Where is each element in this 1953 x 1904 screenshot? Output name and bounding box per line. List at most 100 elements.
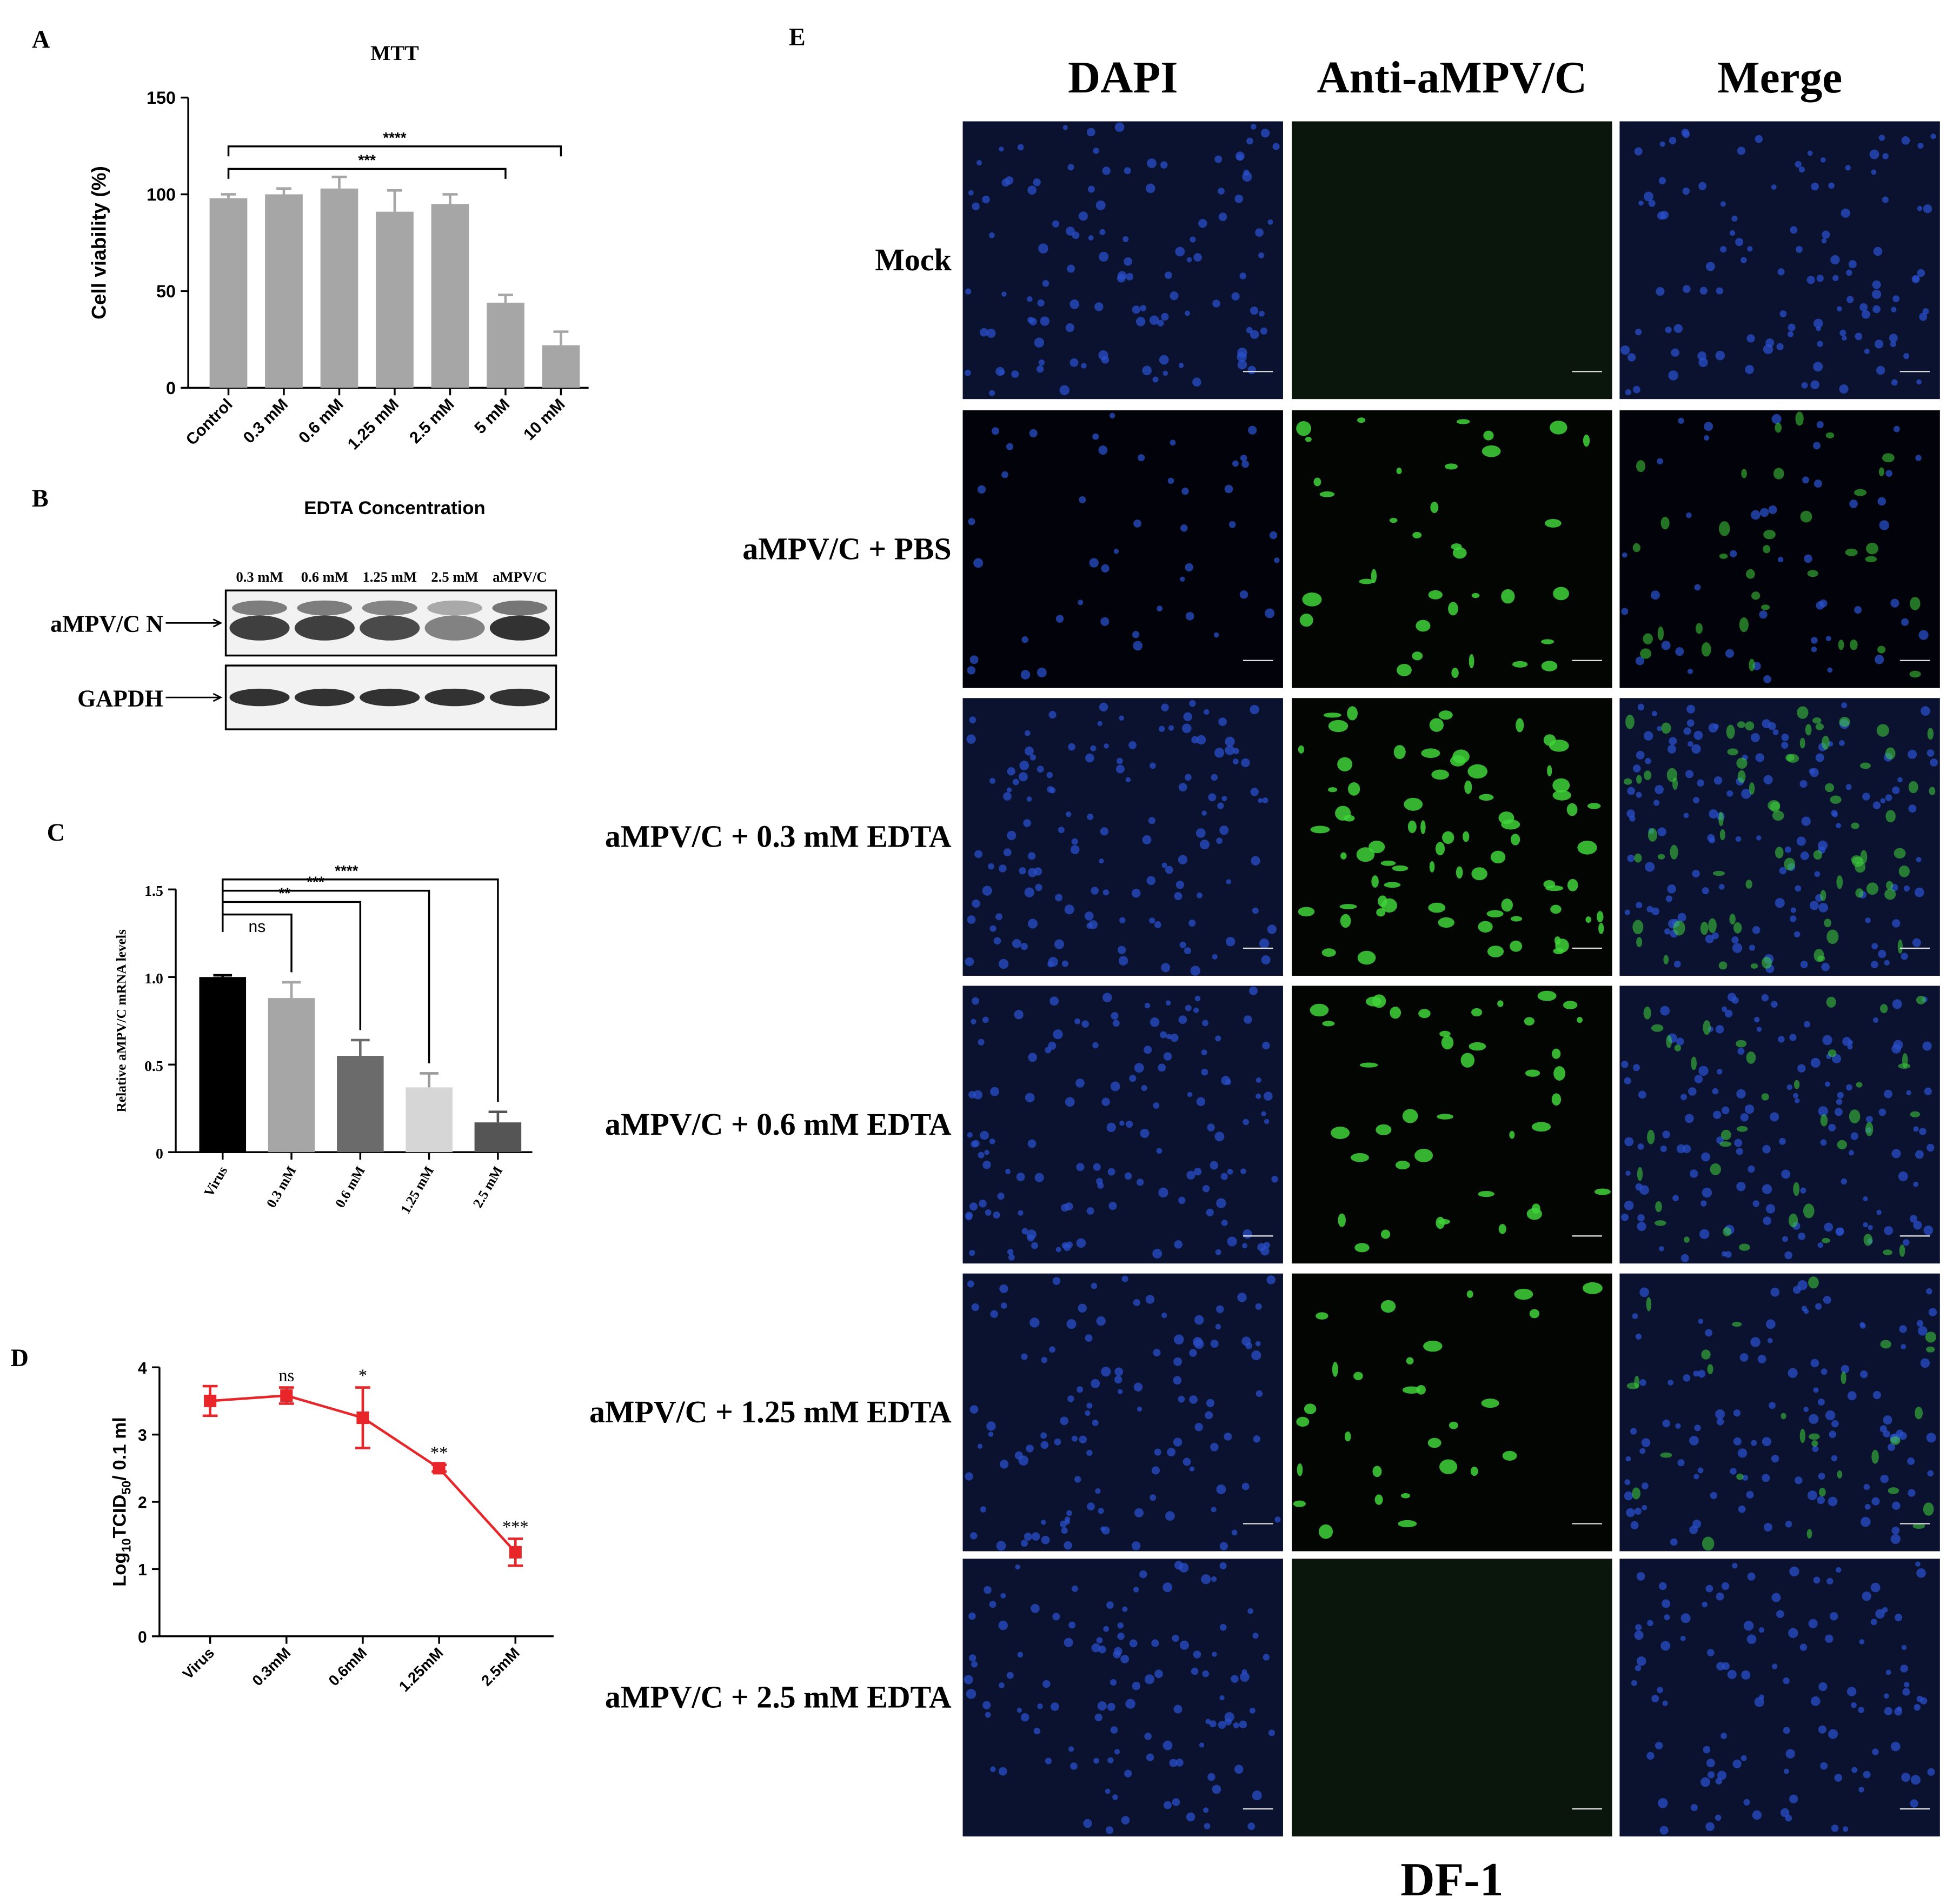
y-tick-label: 0: [138, 1628, 147, 1646]
infected-cell: [1356, 847, 1375, 862]
infected-cell: [1431, 769, 1449, 780]
nucleus: [1062, 125, 1068, 130]
nucleus: [993, 937, 1001, 945]
nucleus: [1243, 169, 1250, 176]
point: [356, 1411, 369, 1424]
nucleus: [1017, 144, 1024, 151]
nucleus: [1003, 792, 1012, 801]
nucleus: [1001, 291, 1007, 297]
nucleus: [1869, 149, 1879, 159]
nucleus: [1782, 1236, 1788, 1242]
nucleus: [1019, 867, 1026, 875]
nucleus: [1662, 1700, 1668, 1706]
nucleus: [1162, 1740, 1173, 1750]
infected-cell: [1439, 1459, 1458, 1474]
nucleus: [1878, 135, 1885, 141]
nucleus: [1624, 1491, 1633, 1501]
infected-cell: [1883, 1249, 1892, 1255]
infected-cell: [1738, 1243, 1750, 1251]
infected-cell: [1660, 1452, 1672, 1458]
infected-cell: [1807, 570, 1818, 577]
infected-cell: [1820, 1114, 1828, 1127]
infected-cell: [1451, 668, 1459, 678]
infected-cell: [1384, 882, 1401, 888]
nucleus: [1879, 520, 1889, 530]
nucleus: [1827, 667, 1833, 673]
nucleus: [1688, 741, 1693, 747]
nucleus: [1006, 443, 1014, 450]
nucleus: [1107, 1757, 1114, 1763]
nucleus: [1074, 1476, 1081, 1483]
nucleus: [1836, 1099, 1843, 1105]
nucleus: [1820, 1762, 1828, 1770]
infected-cell: [1597, 911, 1604, 923]
infected-cell: [1880, 1004, 1888, 1014]
nucleus: [1705, 1822, 1715, 1832]
infected-cell: [1353, 1372, 1363, 1380]
nucleus: [1040, 1441, 1049, 1449]
nucleus: [1846, 1687, 1857, 1696]
nucleus: [1142, 365, 1152, 376]
infected-cell: [1854, 489, 1866, 496]
nucleus: [1788, 1368, 1798, 1378]
nucleus: [969, 1654, 976, 1662]
nucleus: [1903, 1682, 1910, 1688]
nucleus: [1786, 1084, 1792, 1090]
nucleus: [1060, 1416, 1068, 1426]
nucleus: [1702, 887, 1709, 895]
nucleus: [1085, 1334, 1093, 1342]
nucleus: [1920, 1358, 1930, 1368]
nucleus: [1141, 1084, 1147, 1091]
nucleus: [1664, 928, 1671, 935]
nucleus: [1202, 1020, 1208, 1027]
nucleus: [995, 367, 1005, 376]
infected-cell: [1322, 1021, 1335, 1027]
y-tick-label: 2: [138, 1494, 147, 1512]
nucleus: [1635, 1665, 1642, 1672]
nucleus: [1097, 1701, 1107, 1711]
infected-cell: [1354, 1243, 1370, 1253]
nucleus: [1216, 1484, 1226, 1494]
nucleus: [1159, 355, 1169, 365]
nucleus: [1059, 385, 1070, 395]
nucleus: [1918, 630, 1929, 640]
infected-cell: [1830, 795, 1842, 804]
nucleus: [1263, 1654, 1270, 1661]
nucleus: [1655, 1741, 1663, 1750]
nucleus: [1834, 1774, 1842, 1782]
nucleus: [1859, 1370, 1868, 1379]
nucleus: [1243, 1119, 1249, 1126]
nucleus: [1680, 1613, 1691, 1623]
nucleus: [1241, 460, 1249, 468]
nucleus: [1001, 471, 1008, 478]
nucleus: [1635, 1333, 1642, 1340]
infected-cell: [1452, 749, 1470, 764]
nucleus: [1659, 1826, 1669, 1835]
nucleus: [1657, 1687, 1663, 1693]
infected-cell: [1598, 923, 1604, 934]
nucleus: [971, 1661, 978, 1668]
infected-cell: [1316, 1312, 1328, 1320]
nucleus: [1089, 558, 1099, 568]
nucleus: [1779, 310, 1787, 317]
infected-cell: [1340, 852, 1347, 860]
nucleus: [1211, 1507, 1217, 1513]
nucleus: [1015, 1564, 1020, 1570]
nucleus: [1178, 363, 1184, 368]
nucleus: [1651, 711, 1657, 717]
nucleus: [1759, 610, 1768, 619]
nucleus: [989, 1601, 997, 1608]
nucleus: [1031, 1532, 1040, 1541]
nucleus: [1751, 1440, 1757, 1446]
nucleus: [1046, 771, 1053, 778]
nucleus: [1218, 188, 1225, 195]
nucleus: [1730, 1468, 1737, 1475]
infected-cell: [1547, 765, 1552, 776]
nucleus: [1752, 1200, 1759, 1207]
nucleus: [1818, 1106, 1828, 1116]
nucleus: [1072, 231, 1080, 239]
bar: [542, 345, 580, 388]
nucleus: [1095, 1488, 1101, 1494]
column-header: Merge: [1717, 53, 1842, 103]
nucleus: [1154, 1448, 1161, 1456]
